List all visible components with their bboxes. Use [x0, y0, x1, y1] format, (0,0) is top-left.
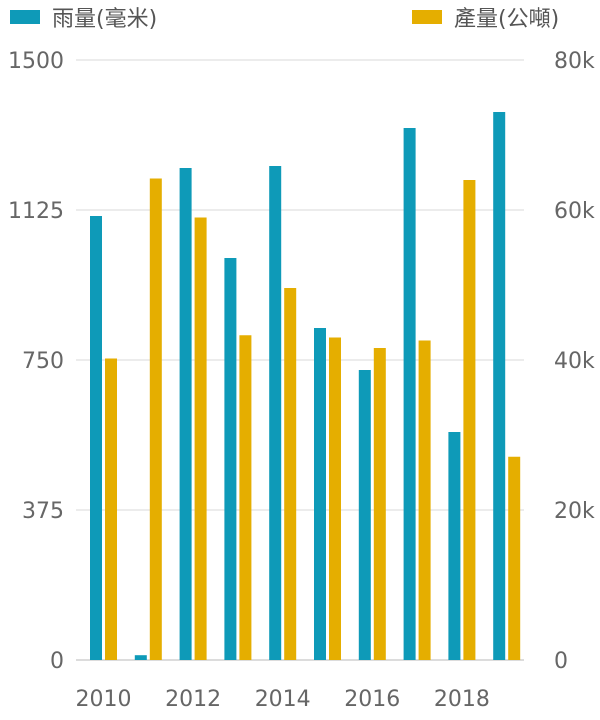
rainfall-bar-2015: [314, 328, 326, 660]
production-bar-2019: [508, 456, 521, 660]
production-bar-2016: [373, 348, 386, 660]
production-bar-2011: [149, 178, 162, 660]
production-bar-2015: [329, 337, 341, 660]
left-tick-label: 1500: [8, 49, 64, 74]
x-tick-label: 2016: [344, 687, 400, 712]
right-y-axis: 0 20k 40k 60k 80k: [554, 49, 595, 674]
x-tick-label: 2012: [165, 687, 221, 712]
legend-label-rainfall: 雨量(毫米): [52, 7, 157, 32]
left-tick-label: 0: [50, 649, 64, 674]
x-axis: 2010 2012 2014 2016 2018: [76, 687, 490, 712]
left-tick-label: 375: [22, 499, 64, 524]
legend-swatch-production: [412, 10, 442, 24]
rainfall-bar-2012: [179, 168, 192, 660]
legend: 雨量(毫米) 產量(公噸): [10, 7, 559, 32]
rainfall-bar-2010: [90, 216, 102, 660]
legend-label-production: 產量(公噸): [454, 7, 559, 32]
production-bar-2018: [463, 180, 476, 660]
production-bar-2013: [239, 335, 252, 660]
rainfall-bar-2014: [269, 166, 282, 660]
production-bar-2012: [194, 217, 207, 660]
left-tick-label: 750: [22, 349, 64, 374]
x-tick-label: 2018: [434, 687, 490, 712]
production-bar-2017: [418, 340, 431, 660]
rainfall-bar-2019: [493, 112, 506, 660]
left-tick-label: 1125: [8, 199, 64, 224]
legend-swatch-rainfall: [10, 10, 40, 24]
production-bar-2014: [284, 288, 297, 660]
rainfall-bar-2011: [134, 655, 147, 660]
right-tick-label: 60k: [554, 199, 595, 224]
bars: [90, 112, 521, 660]
rainfall-bar-2017: [403, 128, 416, 660]
x-tick-label: 2010: [76, 687, 132, 712]
rainfall-bar-2016: [358, 370, 371, 660]
right-tick-label: 80k: [554, 49, 595, 74]
rainfall-bar-2018: [448, 432, 461, 660]
right-tick-label: 0: [554, 649, 568, 674]
right-tick-label: 40k: [554, 349, 595, 374]
production-bar-2010: [105, 358, 117, 660]
left-y-axis: 0 375 750 1125 1500: [8, 49, 64, 674]
rainfall-bar-2013: [224, 258, 237, 660]
right-tick-label: 20k: [554, 499, 595, 524]
x-tick-label: 2014: [255, 687, 311, 712]
